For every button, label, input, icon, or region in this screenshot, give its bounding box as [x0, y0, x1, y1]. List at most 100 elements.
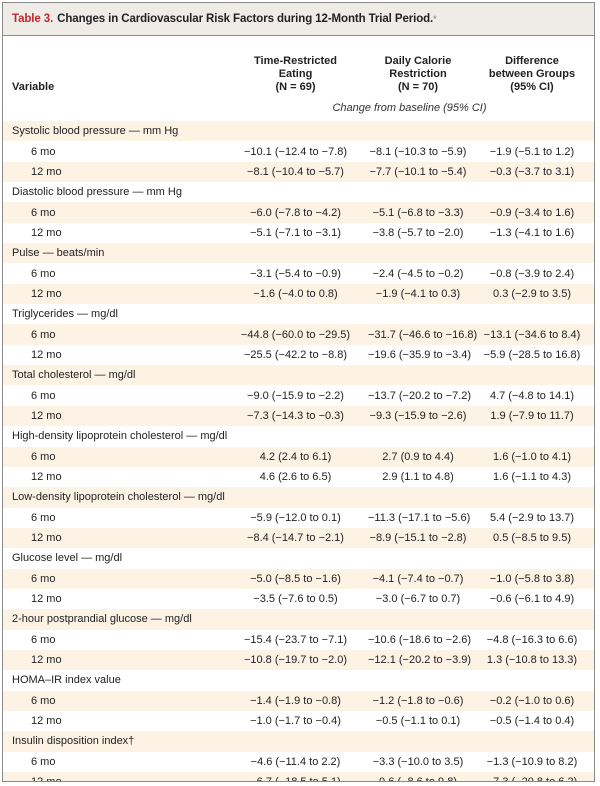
diff-cell: 0.5 (−8.5 to 9.5)	[493, 532, 571, 545]
diff-cell: −7.3 (−20.8 to 6.2)	[468, 772, 594, 781]
dcr-cell: 0.6 (−8.6 to 9.8)	[368, 772, 468, 781]
timepoint-cell: 6 mo	[31, 633, 56, 646]
diff-cell: −1.0 (−5.8 to 3.8)	[489, 572, 575, 585]
timepoint-cell: 6 mo	[31, 755, 56, 768]
dcr-cell: −19.6 (−35.9 to −3.4)	[368, 348, 472, 361]
group-label: Triglycerides — mg/dl	[12, 308, 118, 321]
tre-cell: −7.3 (−14.3 to −0.3)	[247, 409, 344, 422]
tre-cell: −1.6 (−4.0 to 0.8)	[253, 287, 338, 300]
tre-cell: 4.2 (2.4 to 6.1)	[259, 450, 332, 463]
table-body: Systolic blood pressure — mm Hg 6 mo −10.1…	[3, 121, 594, 781]
diff-cell: 1.6 (−1.1 to 4.3)	[493, 471, 571, 484]
header-diff: Difference between Groups (95% CI)	[488, 55, 576, 93]
subheader-text: Change from baseline (95% CI)	[332, 101, 487, 114]
timepoint-cell: 6 mo	[31, 694, 56, 707]
tre-cell: −9.0 (−15.9 to −2.2)	[247, 389, 344, 402]
diff-cell: −0.3 (−3.7 to 3.1)	[489, 165, 575, 178]
table-title: Table 3. Changes in Cardiovascular Risk …	[3, 3, 594, 36]
group-row: Triglycerides — mg/dl	[3, 304, 594, 324]
table-row: 12 mo −1.0 (−1.7 to −0.4) −0.5 (−1.1 to 0.…	[3, 711, 594, 731]
timepoint-cell: 6 mo	[31, 389, 56, 402]
dcr-cell: −1.9 (−4.1 to 0.3)	[375, 287, 461, 300]
tre-cell: −10.1 (−12.4 to −7.8)	[243, 145, 348, 158]
timepoint-cell: 6 mo	[31, 511, 56, 524]
diff-cell: −1.3 (−4.1 to 1.6)	[489, 226, 575, 239]
tre-cell: −6.7 (−18.5 to 5.1)	[223, 772, 368, 781]
diff-cell: −0.6 (−6.1 to 4.9)	[489, 593, 575, 606]
group-label: Diastolic blood pressure — mm Hg	[12, 186, 182, 199]
table-row: 6 mo −1.4 (−1.9 to −0.8) −1.2 (−1.8 to −0.…	[3, 690, 594, 711]
tre-cell: −8.4 (−14.7 to −2.1)	[247, 532, 344, 545]
dcr-cell: −3.3 (−10.0 to 3.5)	[372, 755, 464, 768]
subheader-row: Change from baseline (95% CI)	[3, 94, 594, 121]
diff-cell: −0.8 (−3.9 to 2.4)	[489, 267, 575, 280]
diff-cell: −0.2 (−1.0 to 0.6)	[489, 694, 575, 707]
dcr-cell: −31.7 (−46.6 to −16.8)	[368, 328, 478, 341]
dcr-cell: −8.9 (−15.1 to −2.8)	[369, 532, 467, 545]
header-row: Variable Time-Restricted Eating (N = 69) D…	[3, 36, 594, 94]
diff-cell: −5.9 (−28.5 to 16.8)	[483, 348, 581, 361]
tre-cell: 4.6 (2.6 to 6.5)	[259, 471, 332, 484]
group-row: Total cholesterol — mg/dl	[3, 365, 594, 386]
timepoint-cell: 12 mo	[31, 593, 62, 606]
group-label: HOMA–IR index value	[12, 674, 121, 687]
diff-cell: 0.3 (−2.9 to 3.5)	[493, 287, 571, 300]
tre-cell: −1.0 (−1.7 to −0.4)	[250, 715, 341, 728]
dcr-cell: −10.6 (−18.6 to −2.6)	[368, 633, 472, 646]
dcr-cell: −8.1 (−10.3 to −5.9)	[369, 145, 467, 158]
tre-cell: −8.1 (−10.4 to −5.7)	[247, 165, 344, 178]
group-label: Total cholesterol — mg/dl	[12, 369, 136, 382]
timepoint-cell: 12 mo	[31, 348, 62, 361]
diff-cell: −1.3 (−10.9 to 8.2)	[486, 755, 578, 768]
group-row: High-density lipoprotein cholesterol — m…	[3, 426, 594, 446]
dcr-cell: −9.3 (−15.9 to −2.6)	[369, 409, 467, 422]
table-number: Table 3.	[12, 13, 54, 25]
timepoint-cell: 12 mo	[31, 532, 62, 545]
dcr-cell: −2.4 (−4.5 to −0.2)	[372, 267, 464, 280]
group-row: HOMA–IR index value	[3, 670, 594, 690]
dcr-cell: −13.7 (−20.2 to −7.2)	[368, 389, 472, 402]
diff-cell: 4.7 (−4.8 to 14.1)	[489, 389, 575, 402]
diff-cell: −13.1 (−34.6 to 8.4)	[483, 328, 581, 341]
table-row: 12 mo −8.4 (−14.7 to −2.1) −8.9 (−15.1 to …	[3, 527, 594, 549]
timepoint-cell: 12 mo	[31, 226, 62, 239]
dcr-cell: 2.7 (0.9 to 4.4)	[382, 450, 454, 463]
table-row: 6 mo −3.1 (−5.4 to −0.9) −2.4 (−4.5 to −0.…	[3, 263, 594, 283]
group-label: Insulin disposition index†	[12, 735, 135, 748]
dcr-cell: −11.3 (−17.1 to −5.6)	[368, 511, 471, 524]
tre-cell: −4.6 (−11.4 to 2.2)	[250, 755, 341, 768]
diff-cell: −4.8 (−16.3 to 6.6)	[486, 633, 578, 646]
timepoint-cell: 6 mo	[31, 267, 56, 280]
group-label: 2-hour postprandial glucose — mg/dl	[12, 613, 192, 626]
diff-cell: −1.9 (−5.1 to 1.2)	[489, 145, 575, 158]
dcr-cell: −4.1 (−7.4 to −0.7)	[372, 572, 464, 585]
dcr-cell: −5.1 (−6.8 to −3.3)	[372, 206, 464, 219]
tre-cell: −5.0 (−8.5 to −1.6)	[250, 572, 341, 585]
table-row: 6 mo −6.0 (−7.8 to −4.2) −5.1 (−6.8 to −3.…	[3, 202, 594, 223]
table-row: 12 mo −25.5 (−42.2 to −8.8) −19.6 (−35.9 t…	[3, 345, 594, 365]
timepoint-cell: 12 mo	[31, 654, 62, 667]
timepoint-cell: 6 mo	[31, 572, 56, 585]
table-row: 12 mo −1.6 (−4.0 to 0.8) −1.9 (−4.1 to 0.3…	[3, 283, 594, 305]
tre-cell: −5.9 (−12.0 to 0.1)	[250, 511, 341, 524]
timepoint-cell: 12 mo	[31, 165, 62, 178]
tre-cell: −44.8 (−60.0 to −29.5)	[240, 328, 351, 341]
group-label: High-density lipoprotein cholesterol — m…	[12, 430, 228, 443]
group-row: Diastolic blood pressure — mm Hg	[3, 182, 594, 202]
table-row: 12 mo −10.8 (−19.7 to −2.0) −12.1 (−20.2 t…	[3, 649, 594, 671]
table-row: 12 mo 4.6 (2.6 to 6.5) 2.9 (1.1 to 4.8) 1.6…	[3, 467, 594, 487]
timepoint-cell: 12 mo	[3, 772, 223, 781]
table-row: 6 mo −5.9 (−12.0 to 0.1) −11.3 (−17.1 to −…	[3, 508, 594, 528]
timepoint-cell: 12 mo	[31, 471, 62, 484]
table-row: 6 mo −4.6 (−11.4 to 2.2) −3.3 (−10.0 to 3.…	[3, 752, 594, 772]
group-row: 2-hour postprandial glucose — mg/dl	[3, 609, 594, 630]
table-row: 12 mo −7.3 (−14.3 to −0.3) −9.3 (−15.9 to …	[3, 405, 594, 427]
group-label: Systolic blood pressure — mm Hg	[12, 125, 179, 138]
table-row: 6 mo −44.8 (−60.0 to −29.5) −31.7 (−46.6 t…	[3, 324, 594, 345]
header-dcr: Daily Calorie Restriction (N = 70)	[384, 55, 452, 93]
timepoint-cell: 6 mo	[31, 328, 56, 341]
dcr-cell: −12.1 (−20.2 to −3.9)	[368, 654, 472, 667]
diff-cell: −0.9 (−3.4 to 1.6)	[489, 206, 575, 219]
table-row: 6 mo −10.1 (−12.4 to −7.8) −8.1 (−10.3 to …	[3, 141, 594, 161]
